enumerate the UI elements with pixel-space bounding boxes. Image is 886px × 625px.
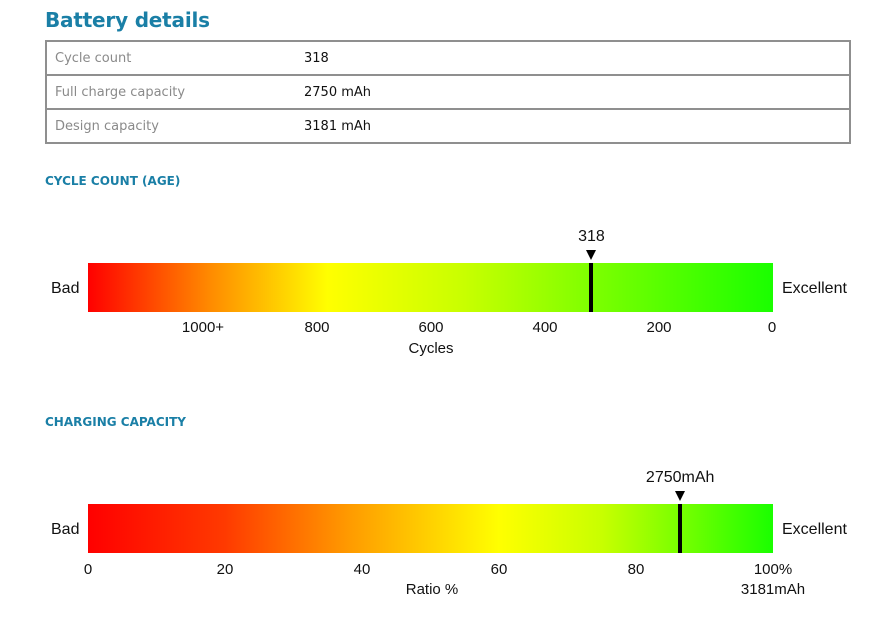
capacity-tick: 40 — [353, 561, 371, 578]
capacity-excellent-label: Excellent — [782, 521, 847, 538]
page-title: Battery details — [45, 8, 210, 32]
full-charge-capacity-label: Full charge capacity — [45, 74, 296, 110]
design-capacity-label: Design capacity — [45, 108, 296, 144]
capacity-design-label: 3181mAh — [740, 581, 806, 598]
design-capacity-value: 3181 mAh — [296, 108, 851, 144]
full-charge-capacity-value: 2750 mAh — [296, 74, 851, 110]
cycle-tick: 1000+ — [181, 319, 225, 336]
table-row: Full charge capacity 2750 mAh — [45, 74, 851, 110]
cycle-tick: 200 — [646, 319, 672, 336]
cycle-tick: 800 — [304, 319, 330, 336]
capacity-tick: 100% — [753, 561, 793, 578]
cycle-marker-arrow-icon — [586, 250, 597, 260]
capacity-bad-label: Bad — [51, 521, 80, 538]
cycle-count-gauge — [88, 263, 773, 312]
cycle-marker — [589, 263, 594, 312]
battery-details-table: Cycle count 318 Full charge capacity 275… — [45, 40, 851, 144]
capacity-marker-value: 2750mAh — [645, 469, 715, 486]
cycle-axis-label: Cycles — [408, 340, 454, 357]
cycle-marker-value: 318 — [578, 228, 605, 245]
cycle-tick: 600 — [418, 319, 444, 336]
charging-capacity-gauge — [88, 504, 773, 553]
table-row: Design capacity 3181 mAh — [45, 108, 851, 144]
cycle-excellent-label: Excellent — [782, 280, 847, 297]
capacity-axis-label: Ratio % — [405, 581, 459, 598]
capacity-marker-arrow-icon — [675, 491, 686, 501]
cycle-count-label: Cycle count — [45, 40, 296, 76]
cycle-tick: 400 — [532, 319, 558, 336]
cycle-bad-label: Bad — [51, 280, 80, 297]
capacity-tick: 80 — [627, 561, 645, 578]
capacity-tick: 20 — [216, 561, 234, 578]
table-row: Cycle count 318 — [45, 40, 851, 76]
cycle-tick: 0 — [767, 319, 777, 336]
cycle-count-heading: CYCLE COUNT (AGE) — [45, 174, 181, 188]
capacity-marker — [678, 504, 683, 553]
charging-capacity-heading: CHARGING CAPACITY — [45, 415, 186, 429]
capacity-tick: 60 — [490, 561, 508, 578]
capacity-tick: 0 — [83, 561, 93, 578]
cycle-count-value: 318 — [296, 40, 851, 76]
